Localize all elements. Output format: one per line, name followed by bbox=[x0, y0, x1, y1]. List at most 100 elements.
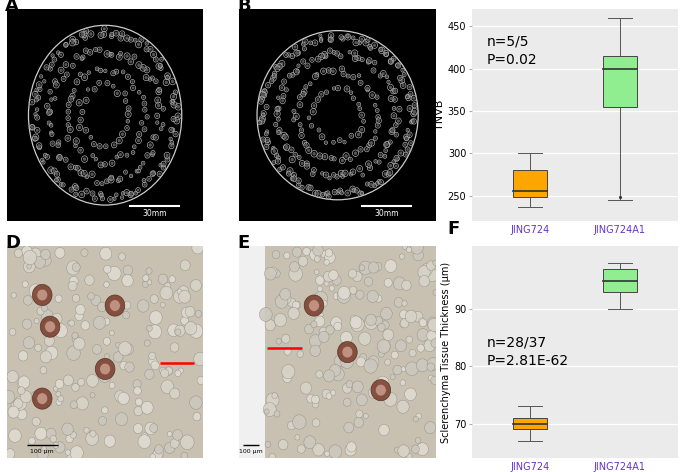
Circle shape bbox=[57, 144, 60, 147]
Circle shape bbox=[300, 129, 303, 132]
Circle shape bbox=[149, 311, 162, 324]
Circle shape bbox=[179, 290, 190, 303]
Circle shape bbox=[82, 172, 86, 176]
Circle shape bbox=[137, 189, 139, 192]
Circle shape bbox=[332, 174, 335, 176]
Text: 100 μm: 100 μm bbox=[30, 448, 54, 454]
Circle shape bbox=[23, 295, 32, 305]
Circle shape bbox=[21, 246, 32, 257]
Circle shape bbox=[416, 359, 428, 372]
Circle shape bbox=[318, 129, 320, 131]
Circle shape bbox=[275, 295, 288, 308]
Circle shape bbox=[356, 394, 367, 406]
Circle shape bbox=[285, 145, 288, 149]
Circle shape bbox=[404, 143, 406, 146]
Circle shape bbox=[288, 172, 290, 175]
Circle shape bbox=[379, 341, 390, 352]
Circle shape bbox=[18, 376, 30, 388]
Circle shape bbox=[67, 103, 70, 106]
Circle shape bbox=[101, 197, 103, 200]
Circle shape bbox=[160, 58, 162, 60]
Circle shape bbox=[66, 435, 73, 443]
Circle shape bbox=[70, 188, 73, 191]
Circle shape bbox=[45, 66, 48, 69]
Circle shape bbox=[364, 41, 368, 44]
Circle shape bbox=[299, 124, 301, 126]
Circle shape bbox=[282, 364, 295, 379]
Circle shape bbox=[390, 130, 393, 133]
Circle shape bbox=[116, 156, 118, 158]
Circle shape bbox=[68, 320, 73, 326]
Circle shape bbox=[350, 173, 352, 175]
Circle shape bbox=[412, 445, 419, 454]
Circle shape bbox=[431, 339, 439, 347]
Circle shape bbox=[160, 164, 162, 166]
Circle shape bbox=[292, 247, 302, 257]
Circle shape bbox=[129, 193, 132, 196]
Circle shape bbox=[292, 177, 296, 180]
Circle shape bbox=[408, 133, 411, 136]
Circle shape bbox=[69, 165, 73, 169]
Circle shape bbox=[125, 171, 127, 173]
Circle shape bbox=[291, 177, 294, 180]
Circle shape bbox=[58, 396, 64, 402]
Circle shape bbox=[98, 145, 101, 148]
Circle shape bbox=[56, 399, 62, 405]
Circle shape bbox=[134, 387, 141, 395]
Circle shape bbox=[158, 274, 168, 284]
Circle shape bbox=[31, 392, 38, 399]
Circle shape bbox=[386, 76, 388, 78]
Circle shape bbox=[127, 120, 129, 122]
Circle shape bbox=[79, 149, 82, 152]
Circle shape bbox=[93, 197, 96, 200]
Circle shape bbox=[408, 107, 412, 110]
Circle shape bbox=[119, 253, 125, 261]
Circle shape bbox=[48, 111, 51, 114]
Circle shape bbox=[72, 383, 79, 391]
Circle shape bbox=[367, 290, 378, 303]
Circle shape bbox=[415, 438, 421, 443]
Circle shape bbox=[330, 157, 332, 159]
Circle shape bbox=[142, 281, 149, 287]
Circle shape bbox=[325, 91, 327, 93]
Circle shape bbox=[366, 39, 369, 41]
Circle shape bbox=[263, 403, 276, 416]
Circle shape bbox=[45, 321, 55, 332]
Circle shape bbox=[146, 42, 148, 44]
Circle shape bbox=[378, 351, 384, 357]
Circle shape bbox=[103, 265, 111, 273]
Circle shape bbox=[145, 340, 150, 346]
Circle shape bbox=[340, 159, 344, 162]
Circle shape bbox=[90, 393, 95, 398]
Circle shape bbox=[298, 156, 300, 159]
Circle shape bbox=[174, 91, 177, 93]
Point bbox=[614, 194, 625, 201]
Circle shape bbox=[171, 80, 174, 83]
Circle shape bbox=[79, 118, 82, 122]
Circle shape bbox=[161, 369, 169, 378]
Circle shape bbox=[359, 265, 365, 271]
Circle shape bbox=[166, 76, 169, 79]
Circle shape bbox=[66, 136, 69, 140]
Circle shape bbox=[143, 102, 146, 105]
Circle shape bbox=[138, 435, 151, 448]
Circle shape bbox=[37, 307, 45, 315]
Circle shape bbox=[297, 70, 298, 72]
Circle shape bbox=[314, 75, 317, 78]
Bar bbox=[603, 269, 637, 292]
Circle shape bbox=[160, 303, 165, 307]
Circle shape bbox=[58, 51, 59, 54]
Circle shape bbox=[312, 419, 320, 427]
Circle shape bbox=[340, 331, 352, 344]
Circle shape bbox=[110, 330, 114, 336]
Circle shape bbox=[76, 397, 88, 410]
Circle shape bbox=[357, 133, 360, 136]
Circle shape bbox=[302, 60, 305, 63]
Circle shape bbox=[273, 149, 276, 153]
Circle shape bbox=[345, 154, 348, 158]
Circle shape bbox=[273, 161, 275, 164]
Circle shape bbox=[368, 356, 379, 368]
Circle shape bbox=[169, 276, 175, 283]
Text: B: B bbox=[238, 0, 251, 15]
Circle shape bbox=[259, 121, 261, 124]
